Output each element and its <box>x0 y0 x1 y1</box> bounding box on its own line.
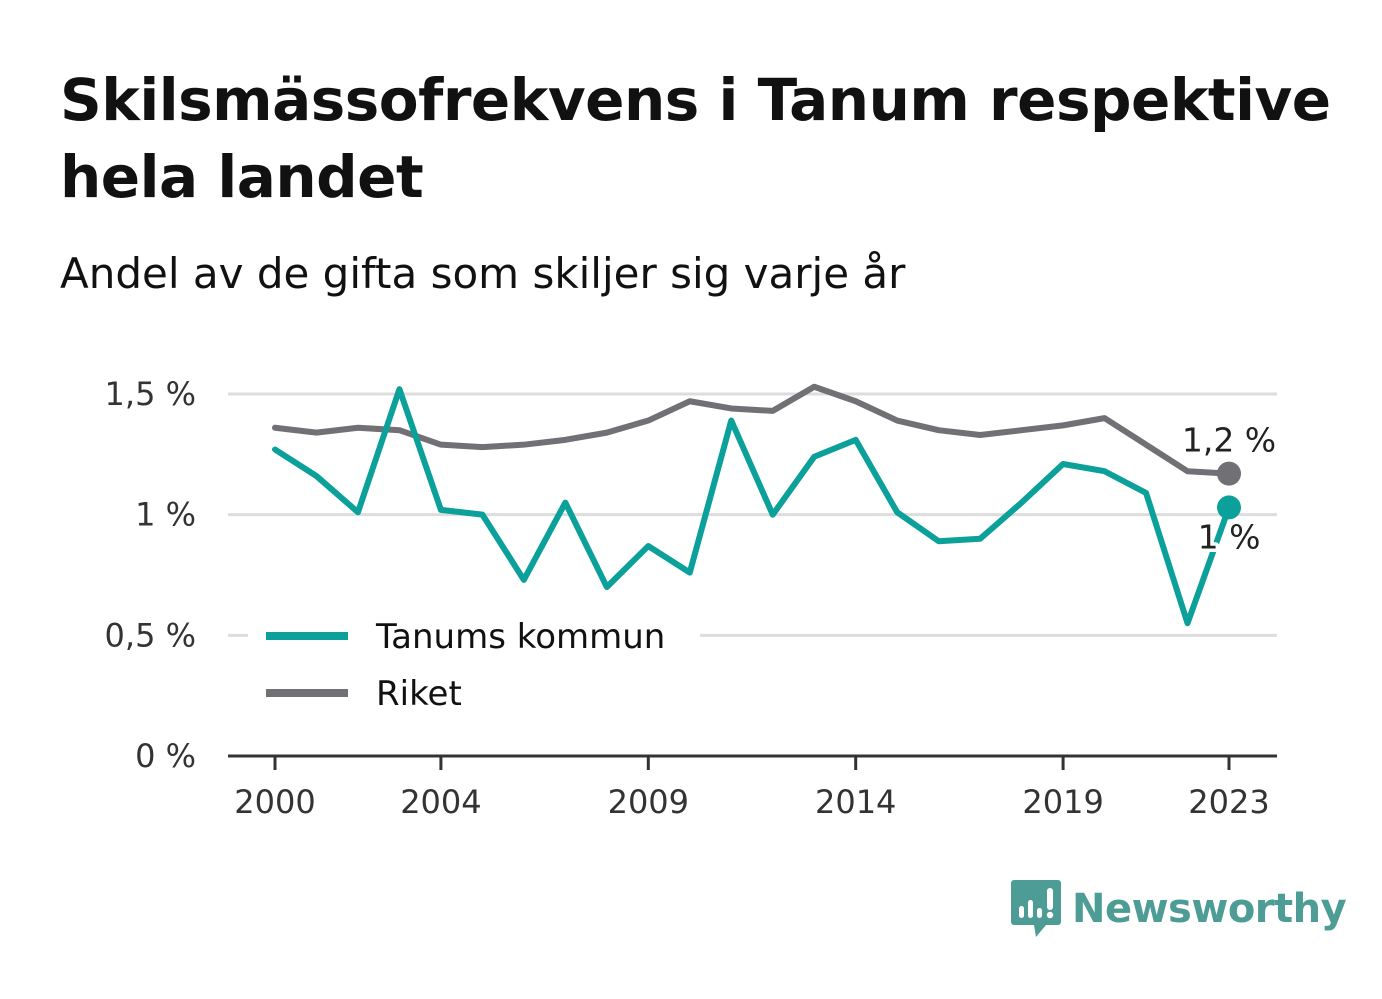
chart-title: Skilsmässofrekvens i Tanum respektive he… <box>60 66 1331 211</box>
legend-label: Tanums kommun <box>375 617 665 657</box>
line-chart: 0 % 0,5 % 1 % 1,5 % 2000 2004 2009 2014 2019 2023… <box>104 375 1279 821</box>
series-end-marker <box>1217 461 1241 486</box>
brand-logo: Newsworthy <box>1010 878 1347 940</box>
x-tick-label: 2000 <box>234 783 315 821</box>
end-value-label: 1 % <box>1198 517 1261 556</box>
series-line <box>272 386 1232 627</box>
legend: Tanums kommun Riket <box>248 604 700 722</box>
x-tick-label: 2009 <box>608 783 689 821</box>
x-tick-label: 2004 <box>400 783 481 821</box>
x-tick-label: 2019 <box>1022 783 1103 821</box>
axes: 0 % 0,5 % 1 % 1,5 % 2000 2004 2009 2014 2019 2023 <box>105 375 1277 821</box>
y-tick-label: 1,5 % <box>105 375 196 413</box>
end-value-label: 1,2 % <box>1182 421 1276 460</box>
x-tick-label: 2023 <box>1188 783 1269 821</box>
legend-background <box>248 604 700 722</box>
x-tick-label: 2014 <box>815 783 896 821</box>
y-tick-label: 0,5 % <box>105 616 196 654</box>
series <box>272 383 1241 627</box>
series-line <box>272 383 1232 477</box>
series-end-marker <box>1217 495 1241 520</box>
newsworthy-logo-icon <box>1011 880 1061 937</box>
end-labels: 1 % 1,2 % <box>1178 417 1279 560</box>
y-tick-label: 0 % <box>135 737 196 775</box>
legend-label: Riket <box>376 674 462 714</box>
y-tick-label: 1 % <box>135 496 196 534</box>
brand-name: Newsworthy <box>1072 886 1347 932</box>
chart-subtitle: Andel av de gifta som skiljer sig varje … <box>60 249 906 298</box>
